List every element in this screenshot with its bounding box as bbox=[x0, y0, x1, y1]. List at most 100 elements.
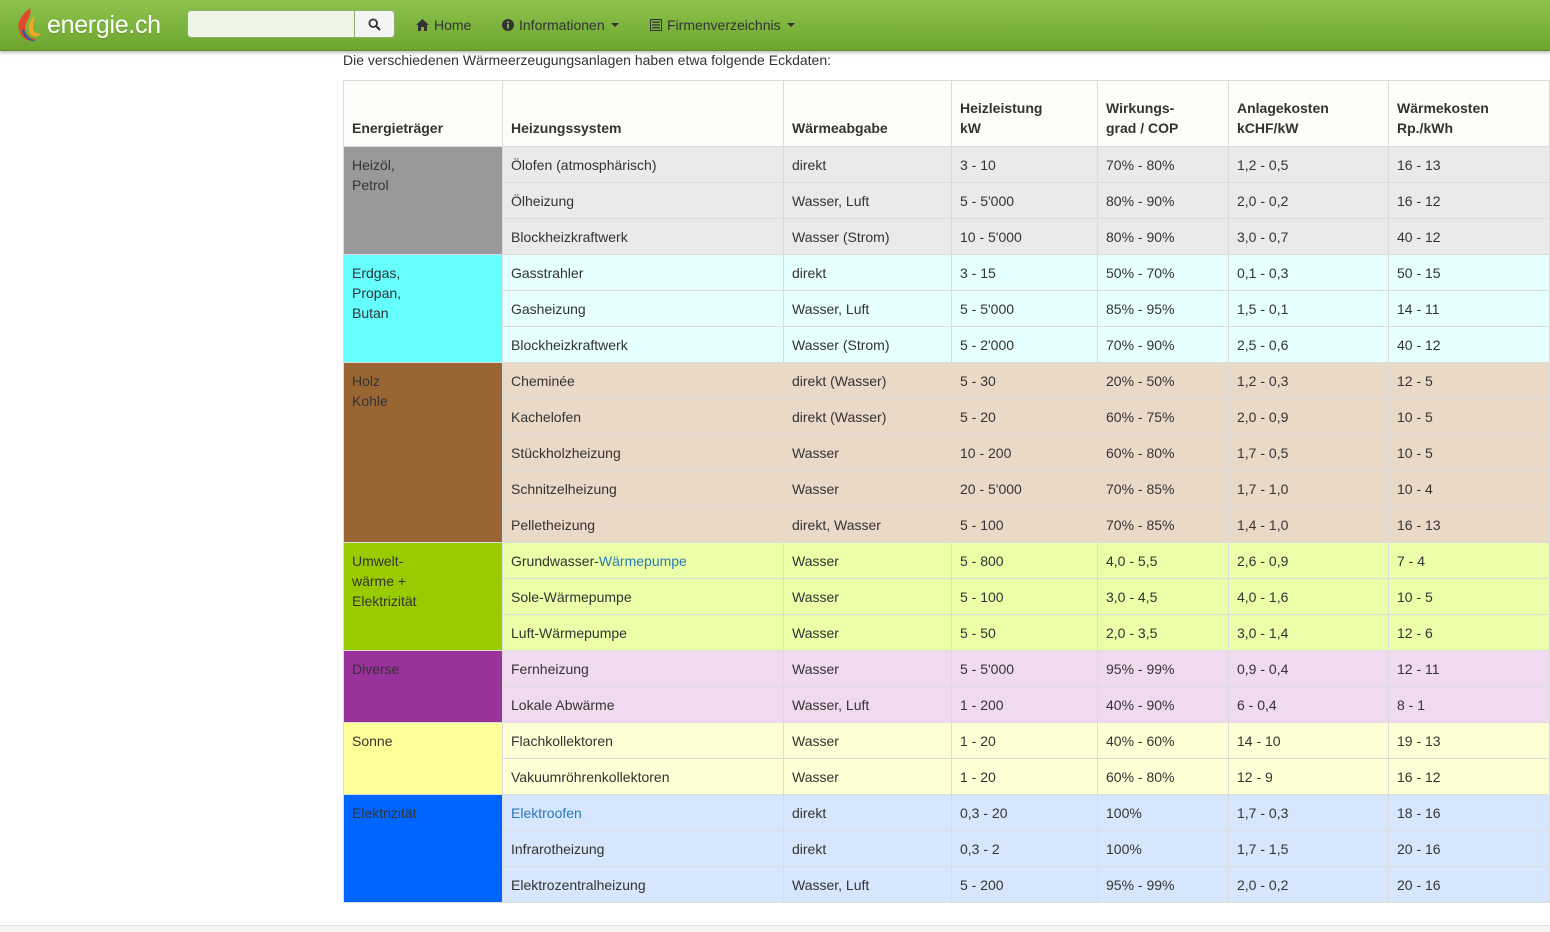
table-cell: 18 - 16 bbox=[1388, 794, 1550, 831]
column-header: Wirkungs-grad / COP bbox=[1097, 80, 1229, 147]
table-cell: 95% - 99% bbox=[1097, 866, 1229, 903]
column-header: Energieträger bbox=[343, 80, 503, 147]
table-row: Sole-Wärmepumpe Wasser 5 - 100 3,0 - 4,5 4,0… bbox=[343, 578, 1550, 615]
table-row: Ölheizung Wasser, Luft 5 - 5'000 80% - 90% 2… bbox=[343, 182, 1550, 219]
heizungssystem-link[interactable]: Wärmepumpe bbox=[598, 553, 687, 569]
search-input[interactable] bbox=[187, 10, 355, 38]
brand-logo[interactable]: energie.ch bbox=[14, 6, 161, 44]
table-cell: 4,0 - 5,5 bbox=[1097, 542, 1229, 579]
table-cell: Gasstrahler bbox=[502, 254, 784, 291]
table-cell: Wasser, Luft bbox=[783, 290, 952, 327]
table-cell: 10 - 5'000 bbox=[951, 218, 1098, 255]
energietraeger-cell: Heizöl, Petrol bbox=[343, 146, 503, 255]
table-cell: 12 - 9 bbox=[1228, 758, 1389, 795]
table-cell: 100% bbox=[1097, 830, 1229, 867]
column-header: Heizungssystem bbox=[502, 80, 784, 147]
column-header: Wärmeabgabe bbox=[783, 80, 952, 147]
info-icon bbox=[502, 19, 514, 31]
table-cell: direkt bbox=[783, 254, 952, 291]
table-cell: 10 - 5 bbox=[1388, 434, 1550, 471]
table-cell: 10 - 5 bbox=[1388, 398, 1550, 435]
nav-informationen[interactable]: Informationen bbox=[502, 0, 619, 50]
table-cell: 1,7 - 0,3 bbox=[1228, 794, 1389, 831]
table-row: Blockheizkraftwerk Wasser (Strom) 10 - 5'0… bbox=[343, 218, 1550, 255]
table-cell: 2,6 - 0,9 bbox=[1228, 542, 1389, 579]
table-cell: 3 - 15 bbox=[951, 254, 1098, 291]
table-cell: 2,0 - 0,2 bbox=[1228, 182, 1389, 219]
table-cell: 1,2 - 0,5 bbox=[1228, 146, 1389, 183]
list-icon bbox=[650, 19, 662, 31]
table-cell: 5 - 5'000 bbox=[951, 290, 1098, 327]
table-cell: Fernheizung bbox=[502, 650, 784, 687]
table-cell: 1,5 - 0,1 bbox=[1228, 290, 1389, 327]
nav-home[interactable]: Home bbox=[416, 0, 471, 50]
table-cell: 5 - 200 bbox=[951, 866, 1098, 903]
table-cell: direkt (Wasser) bbox=[783, 362, 952, 399]
table-cell: Lokale Abwärme bbox=[502, 686, 784, 723]
table-cell: Wasser (Strom) bbox=[783, 218, 952, 255]
table-cell: Blockheizkraftwerk bbox=[502, 218, 784, 255]
table-cell: 5 - 30 bbox=[951, 362, 1098, 399]
column-header: Wärmekosten Rp./kWh bbox=[1388, 80, 1550, 147]
table-cell: 16 - 12 bbox=[1388, 758, 1550, 795]
table-cell: 70% - 90% bbox=[1097, 326, 1229, 363]
table-cell: Wasser bbox=[783, 614, 952, 651]
table-cell: 1,7 - 1,5 bbox=[1228, 830, 1389, 867]
table-cell: Blockheizkraftwerk bbox=[502, 326, 784, 363]
table-cell: 12 - 5 bbox=[1388, 362, 1550, 399]
table-row: Kachelofen direkt (Wasser) 5 - 20 60% - 75%… bbox=[343, 398, 1550, 435]
table-cell: Ölheizung bbox=[502, 182, 784, 219]
table-row: Luft-Wärmepumpe Wasser 5 - 50 2,0 - 3,5 3,0 … bbox=[343, 614, 1550, 651]
table-cell: 1,7 - 1,0 bbox=[1228, 470, 1389, 507]
table-cell: 5 - 2'000 bbox=[951, 326, 1098, 363]
table-row: Infrarotheizung direkt 0,3 - 2 100% 1,7 - 1,… bbox=[343, 830, 1550, 867]
table-cell: 70% - 85% bbox=[1097, 470, 1229, 507]
table-cell: Infrarotheizung bbox=[502, 830, 784, 867]
table-cell: Grundwasser-Wärmepumpe bbox=[502, 542, 784, 579]
nav-firmenverzeichnis[interactable]: Firmenverzeichnis bbox=[650, 0, 795, 50]
table-cell: 70% - 80% bbox=[1097, 146, 1229, 183]
search-button[interactable] bbox=[355, 10, 395, 38]
table-cell: Wasser bbox=[783, 542, 952, 579]
chevron-down-icon bbox=[610, 23, 619, 27]
table-cell: 12 - 11 bbox=[1388, 650, 1550, 687]
table-cell: 60% - 80% bbox=[1097, 434, 1229, 471]
table-cell: Wasser bbox=[783, 470, 952, 507]
navbar: energie.ch Home Informationen Firmenverz… bbox=[0, 0, 1550, 51]
table-cell: direkt, Wasser bbox=[783, 506, 952, 543]
table-cell: Ölofen (atmosphärisch) bbox=[502, 146, 784, 183]
eckdaten-table: Energieträger Heizungssystem Wärmeabgabe He… bbox=[343, 80, 1550, 903]
table-cell: 16 - 12 bbox=[1388, 182, 1550, 219]
table-cell: 20 - 16 bbox=[1388, 830, 1550, 867]
table-row: Sonne Flachkollektoren Wasser 1 - 20 40% - 6… bbox=[343, 722, 1550, 795]
table-cell: 3,0 - 4,5 bbox=[1097, 578, 1229, 615]
table-cell: Cheminée bbox=[502, 362, 784, 399]
energietraeger-cell: Diverse bbox=[343, 650, 503, 723]
table-cell: 80% - 90% bbox=[1097, 182, 1229, 219]
table-cell: Wasser, Luft bbox=[783, 866, 952, 903]
table-cell: 14 - 10 bbox=[1228, 722, 1389, 759]
table-cell: 70% - 85% bbox=[1097, 506, 1229, 543]
nav-firmenverzeichnis-label: Firmenverzeichnis bbox=[667, 17, 781, 33]
table-cell: 85% - 95% bbox=[1097, 290, 1229, 327]
table-row: Elektrizität Elektroofen direkt 0,3 - 20 100… bbox=[343, 794, 1550, 903]
table-cell: Wasser bbox=[783, 722, 952, 759]
energietraeger-cell: Holz Kohle bbox=[343, 362, 503, 543]
table-cell: 3,0 - 0,7 bbox=[1228, 218, 1389, 255]
energietraeger-cell: Umwelt-wärme + Elektrizität bbox=[343, 542, 503, 651]
nav-home-label: Home bbox=[434, 17, 472, 33]
table-cell: 14 - 11 bbox=[1388, 290, 1550, 327]
table-row: Erdgas, Propan, Butan Gasstrahler direkt 3 - … bbox=[343, 254, 1550, 363]
table-cell: 20% - 50% bbox=[1097, 362, 1229, 399]
table-row: Gasheizung Wasser, Luft 5 - 5'000 85% - 95%… bbox=[343, 290, 1550, 327]
table-cell: 19 - 13 bbox=[1388, 722, 1550, 759]
nav-informationen-label: Informationen bbox=[519, 17, 605, 33]
column-header: Anlagekosten kCHF/kW bbox=[1228, 80, 1389, 147]
table-cell: 5 - 100 bbox=[951, 506, 1098, 543]
table-cell: 1,7 - 0,5 bbox=[1228, 434, 1389, 471]
table-cell: 1,2 - 0,3 bbox=[1228, 362, 1389, 399]
table-cell: 1,4 - 1,0 bbox=[1228, 506, 1389, 543]
table-cell: 40% - 90% bbox=[1097, 686, 1229, 723]
search-icon bbox=[368, 17, 381, 31]
heizungssystem-link[interactable]: Elektroofen bbox=[511, 805, 582, 821]
